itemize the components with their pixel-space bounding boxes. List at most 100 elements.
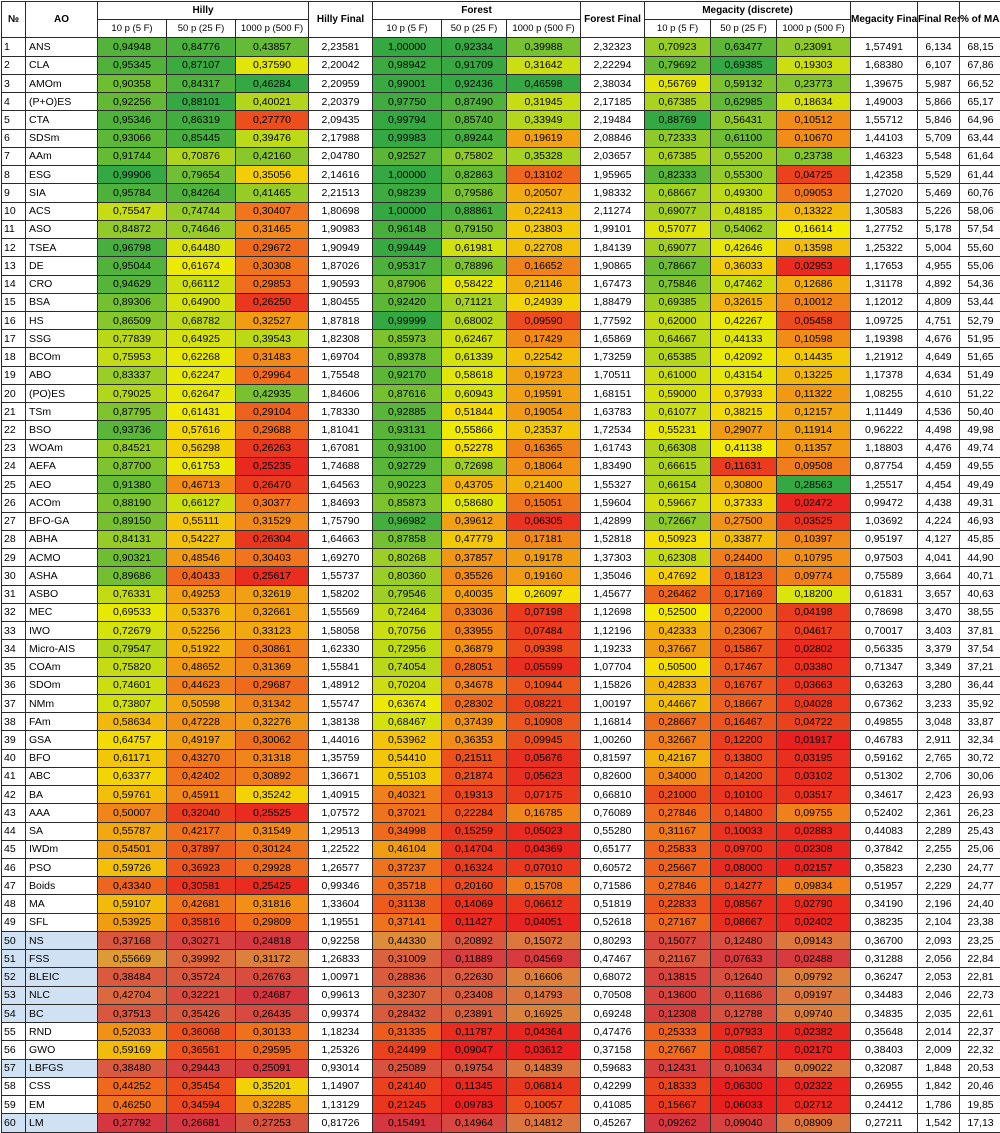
cell-hilly-1000p: 0,26263 (236, 439, 309, 457)
cell-megacity-1000p: 0,02157 (777, 859, 851, 877)
cell-forest-final: 1,77592 (581, 311, 645, 329)
cell-megacity-1000p: 0,02953 (777, 257, 851, 275)
cell-forest-50p: 0,34678 (442, 676, 507, 694)
cell-hilly-final: 1,74688 (309, 457, 373, 475)
cell-forest-1000p: 0,21400 (507, 476, 581, 494)
cell-forest-50p: 0,92334 (442, 38, 507, 56)
cell-hilly-50p: 0,43270 (167, 749, 236, 767)
cell-forest-1000p: 0,19591 (507, 384, 581, 402)
cell-row-number: 28 (2, 530, 26, 548)
cell-forest-final: 2,22294 (581, 56, 645, 74)
cell-row-number: 6 (2, 129, 26, 147)
cell-forest-10p: 0,46104 (373, 840, 442, 858)
cell-hilly-final: 1,07572 (309, 804, 373, 822)
cell-forest-final: 1,07704 (581, 658, 645, 676)
cell-hilly-final: 2,20959 (309, 74, 373, 92)
cell-pct-of-max: 25,06 (960, 840, 1000, 858)
cell-row-number: 60 (2, 1114, 26, 1132)
cell-row-number: 38 (2, 713, 26, 731)
cell-forest-50p: 0,51844 (442, 403, 507, 421)
cell-row-number: 17 (2, 330, 26, 348)
cell-megacity-10p: 0,67385 (645, 147, 711, 165)
cell-row-number: 29 (2, 549, 26, 567)
cell-hilly-50p: 0,64900 (167, 293, 236, 311)
cell-megacity-50p: 0,56431 (711, 111, 777, 129)
cell-forest-50p: 0,60943 (442, 384, 507, 402)
cell-megacity-10p: 0,78667 (645, 257, 711, 275)
cell-ao-name: SFL (26, 913, 98, 931)
cell-forest-final: 1,90865 (581, 257, 645, 275)
cell-hilly-final: 2,17988 (309, 129, 373, 147)
cell-forest-10p: 0,37141 (373, 913, 442, 931)
cell-megacity-50p: 0,14800 (711, 804, 777, 822)
cell-row-number: 26 (2, 494, 26, 512)
col-header-hilly-final: Hilly Final (309, 2, 373, 38)
cell-megacity-final: 0,87754 (851, 457, 918, 475)
cell-row-number: 55 (2, 1023, 26, 1041)
cell-hilly-final: 0,81726 (309, 1114, 373, 1132)
cell-megacity-10p: 0,15667 (645, 1096, 711, 1114)
cell-megacity-10p: 0,61077 (645, 403, 711, 421)
cell-forest-1000p: 0,15072 (507, 931, 581, 949)
cell-megacity-10p: 0,79692 (645, 56, 711, 74)
cell-hilly-final: 1,58058 (309, 621, 373, 639)
cell-final-result: 5,548 (918, 147, 960, 165)
cell-forest-final: 1,42899 (581, 512, 645, 530)
cell-forest-10p: 0,15491 (373, 1114, 442, 1132)
cell-forest-50p: 0,15259 (442, 822, 507, 840)
cell-hilly-1000p: 0,30124 (236, 840, 309, 858)
cell-row-number: 49 (2, 913, 26, 931)
cell-megacity-1000p: 0,09740 (777, 1004, 851, 1022)
cell-megacity-final: 0,78698 (851, 603, 918, 621)
cell-hilly-final: 0,99346 (309, 877, 373, 895)
cell-megacity-50p: 0,22000 (711, 603, 777, 621)
cell-hilly-50p: 0,61431 (167, 403, 236, 421)
cell-megacity-10p: 0,28667 (645, 713, 711, 731)
cell-forest-50p: 0,88861 (442, 202, 507, 220)
cell-megacity-10p: 0,37667 (645, 640, 711, 658)
cell-final-result: 2,056 (918, 950, 960, 968)
cell-megacity-final: 0,95197 (851, 530, 918, 548)
cell-ao-name: NS (26, 931, 98, 949)
cell-final-result: 1,786 (918, 1096, 960, 1114)
cell-ao-name: HS (26, 311, 98, 329)
cell-hilly-50p: 0,74646 (167, 220, 236, 238)
cell-megacity-50p: 0,32615 (711, 293, 777, 311)
cell-forest-final: 1,59604 (581, 494, 645, 512)
cell-ao-name: LBFGS (26, 1059, 98, 1077)
cell-megacity-50p: 0,55200 (711, 147, 777, 165)
cell-forest-1000p: 0,16606 (507, 968, 581, 986)
cell-final-result: 1,848 (918, 1059, 960, 1077)
cell-forest-10p: 0,95317 (373, 257, 442, 275)
cell-forest-1000p: 0,05599 (507, 658, 581, 676)
cell-forest-10p: 0,97750 (373, 93, 442, 111)
cell-ao-name: ACMO (26, 549, 98, 567)
cell-hilly-1000p: 0,32619 (236, 585, 309, 603)
cell-megacity-10p: 0,15077 (645, 931, 711, 949)
cell-pct-of-max: 17,13 (960, 1114, 1000, 1132)
cell-row-number: 56 (2, 1041, 26, 1059)
cell-megacity-final: 1,12012 (851, 293, 918, 311)
cell-pct-of-max: 33,87 (960, 713, 1000, 731)
cell-megacity-50p: 0,69385 (711, 56, 777, 74)
cell-forest-50p: 0,14964 (442, 1114, 507, 1132)
cell-forest-10p: 0,53962 (373, 731, 442, 749)
cell-final-result: 3,349 (918, 658, 960, 676)
cell-megacity-50p: 0,12788 (711, 1004, 777, 1022)
cell-hilly-50p: 0,68782 (167, 311, 236, 329)
cell-hilly-50p: 0,40433 (167, 567, 236, 585)
cell-megacity-final: 0,32087 (851, 1059, 918, 1077)
cell-hilly-1000p: 0,46284 (236, 74, 309, 92)
cell-megacity-10p: 0,27667 (645, 1041, 711, 1059)
cell-megacity-final: 1,46323 (851, 147, 918, 165)
cell-forest-10p: 1,00000 (373, 166, 442, 184)
cell-megacity-50p: 0,23067 (711, 621, 777, 639)
cell-hilly-1000p: 0,41465 (236, 184, 309, 202)
subheader-10p: 10 p (5 F) (373, 20, 442, 38)
cell-forest-final: 1,37303 (581, 549, 645, 567)
cell-final-result: 2,229 (918, 877, 960, 895)
